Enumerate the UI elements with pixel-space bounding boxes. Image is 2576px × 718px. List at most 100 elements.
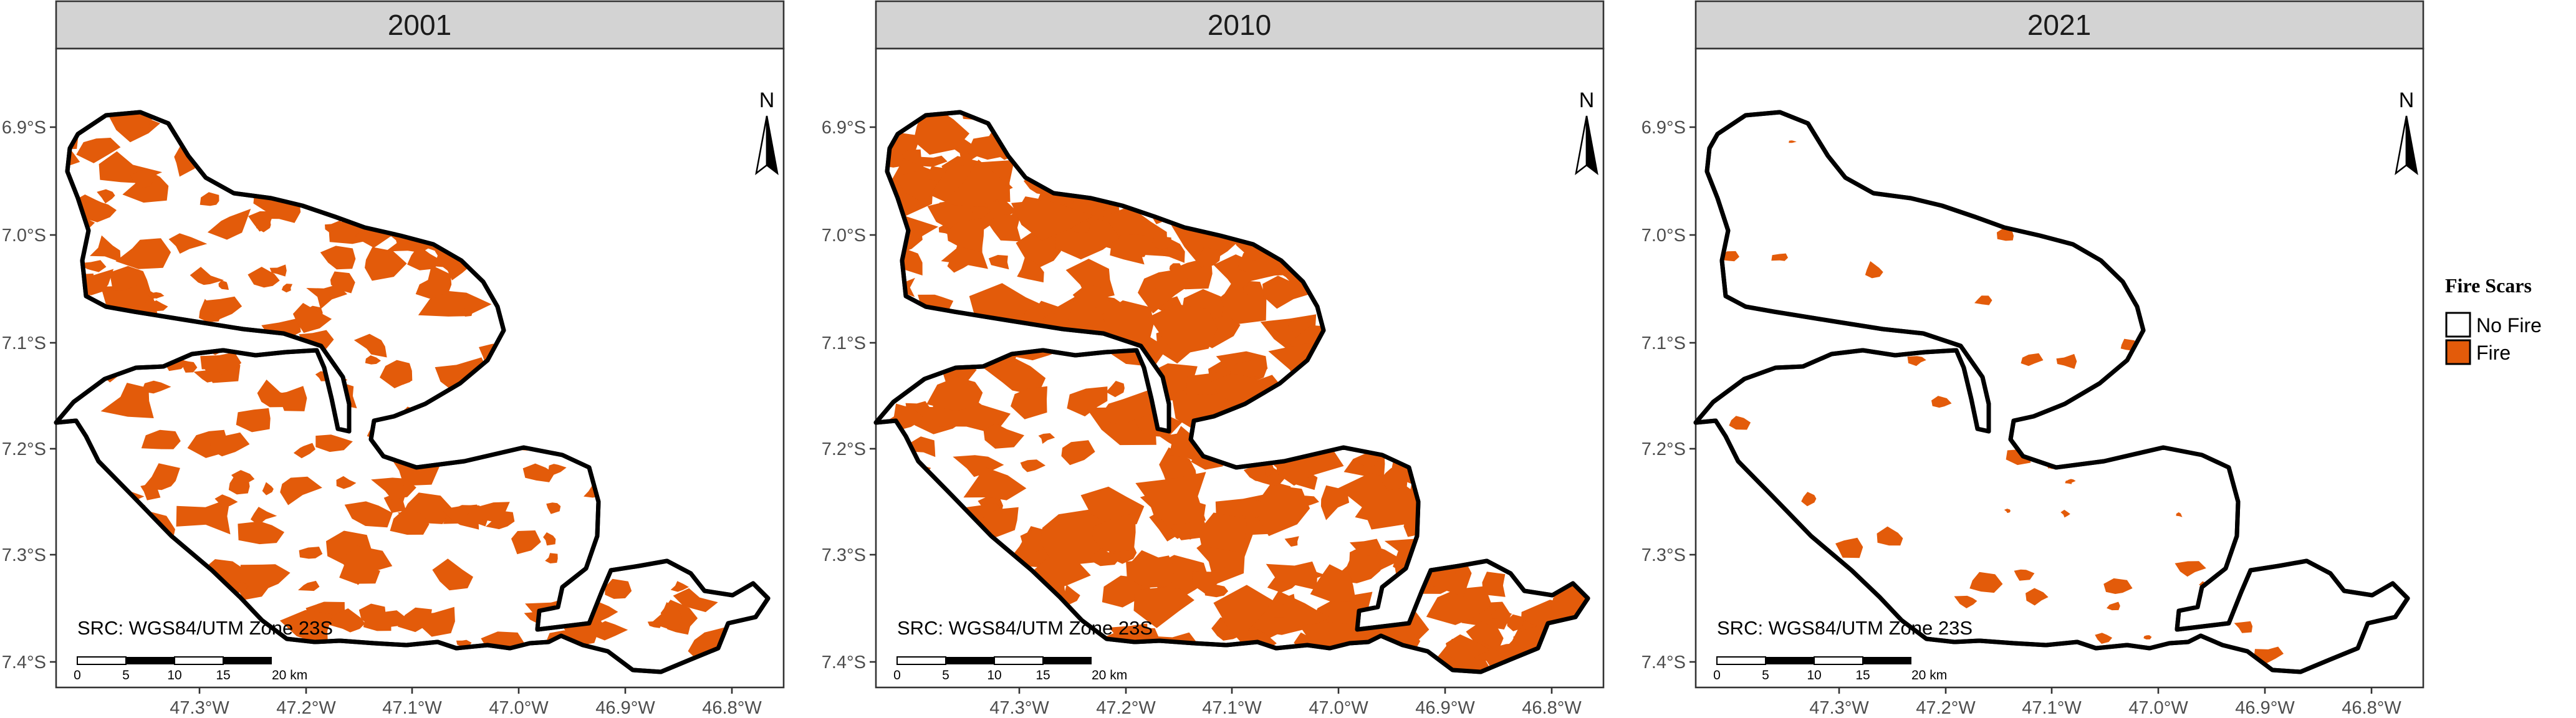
fire-scar-patch [141,380,171,394]
scale-bar-label: 20 km [272,668,307,682]
panel-2021: 2021 6.9°S 7.0°S 7.1°S 7.2°S 7.3°S 7.4°S… [1641,0,2425,718]
fire-scar-patch [1507,614,1524,631]
fire-scar-patch [2095,633,2113,644]
lat-tick-label: 6.9°S [1641,118,1686,138]
fire-scar-patch [200,352,242,371]
fire-scar-patch [193,370,224,383]
fire-scar-patch [1931,396,1952,408]
fire-scar-patch [176,498,231,535]
fire-scar-patch [238,521,285,545]
fire-scar-patch [546,502,561,514]
north-arrow-label: N [1579,89,1595,112]
fire-scar-patch [256,219,271,232]
lon-tick-label: 47.3°W [170,698,229,718]
panel-year-label: 2021 [2027,9,2091,41]
fire-scar-patch [116,112,151,128]
fire-scar-patch [651,602,682,629]
scale-bar: 0 5 10 15 20 km [74,656,307,682]
lat-axis: 6.9°S 7.0°S 7.1°S 7.2°S 7.3°S 7.4°S [2,118,56,673]
lon-tick-label: 47.2°W [1916,698,1976,718]
fire-scar-patch [1067,386,1108,417]
lat-tick-label: 7.3°S [2,545,46,565]
fire-scar-patch [458,308,473,317]
fire-scar-patch [1110,234,1145,265]
fire-scar-patch [1198,512,1247,552]
lon-tick-label: 47.3°W [989,698,1049,718]
fire-scar-patch [987,214,1022,242]
fire-scar-patch [605,578,632,599]
lat-tick-label: 7.4°S [1641,653,1686,673]
fire-scar-patch [1241,500,1267,519]
fire-scar-patch [2060,509,2070,518]
fire-scar-patch [250,507,277,525]
fire-scar-patch [1020,530,1049,553]
fire-scar-patch [673,588,718,613]
lon-tick-label: 47.1°W [1202,698,1262,718]
fire-scar-patch [1135,472,1206,526]
fire-scar-patch [275,386,307,411]
lat-tick-label: 7.1°S [2,333,46,353]
fire-scar-patch [331,608,365,633]
fire-scar-patch [1072,284,1107,310]
fire-scar-patch [478,502,510,522]
fire-scar-patch [988,255,1009,270]
fire-scar-patch [1426,586,1492,625]
north-arrow-label: N [759,89,775,112]
fire-scar-patch [148,300,168,312]
fire-scar-patch [1023,307,1045,324]
scale-bar-label: 15 [1855,668,1870,682]
fire-scar-patch [269,264,287,277]
lon-tick-label: 47.0°W [489,698,549,718]
legend-title: Fire Scars [2445,274,2532,297]
fire-scar-patch [130,170,154,188]
fire-scar-patch [281,284,293,293]
fire-scar-patch [522,463,555,482]
fire-scar-patch [355,229,370,239]
fire-scar-patch [100,383,154,418]
scale-bar-label: 5 [122,668,130,682]
fire-scar-patch [248,267,280,288]
scale-bar: 0 5 10 15 20 km [893,656,1127,682]
lat-tick-label: 7.3°S [1641,545,1686,565]
lon-tick-label: 46.8°W [702,698,762,718]
fire-scar-patch [1877,526,1903,546]
lon-tick-label: 46.9°W [595,698,655,718]
fire-scar-patch [168,233,208,254]
fire-scar-patch [926,376,983,411]
lat-tick-label: 7.2°S [1641,439,1686,459]
fire-scar-patch [1380,464,1408,491]
fire-scar-patch [920,155,948,167]
fire-scar-patch [1801,492,1817,507]
lat-tick-label: 6.9°S [2,118,46,138]
fire-scar-patch [511,530,541,555]
fire-scar-patch [380,360,413,388]
fire-scar-patch [262,482,274,495]
fire-scar-patch [115,238,171,269]
fire-scar-patch [90,235,121,262]
fire-scar-patch [1865,261,1883,279]
fire-scar-patch [397,607,432,633]
fire-scar-patch [306,284,348,309]
fire-scar-patch [1954,595,1978,608]
fire-scar-patch [142,463,180,491]
north-arrow-icon [1585,115,1598,175]
fire-scar-patch [293,443,315,459]
north-arrow: N [1575,89,1598,175]
north-arrow-icon [2405,115,2418,175]
fire-scar-patch [320,246,356,270]
fire-scar-patch [1038,433,1055,444]
lat-tick-label: 7.3°S [822,545,866,565]
fire-scar-patch [1248,591,1330,635]
fire-scar-patch [292,303,332,333]
fire-scar-patch [2004,509,2011,514]
north-arrow-label: N [2399,89,2415,112]
scale-bar-label: 20 km [1092,668,1127,682]
fire-scar-patch [336,476,357,489]
lat-tick-label: 7.1°S [822,333,866,353]
fire-scar-patch [1284,536,1299,547]
fire-scar-patch [1105,381,1125,398]
fire-scar-patch [1102,300,1154,343]
fire-scar-patch [207,209,251,240]
fire-scar-patch [2014,569,2035,581]
